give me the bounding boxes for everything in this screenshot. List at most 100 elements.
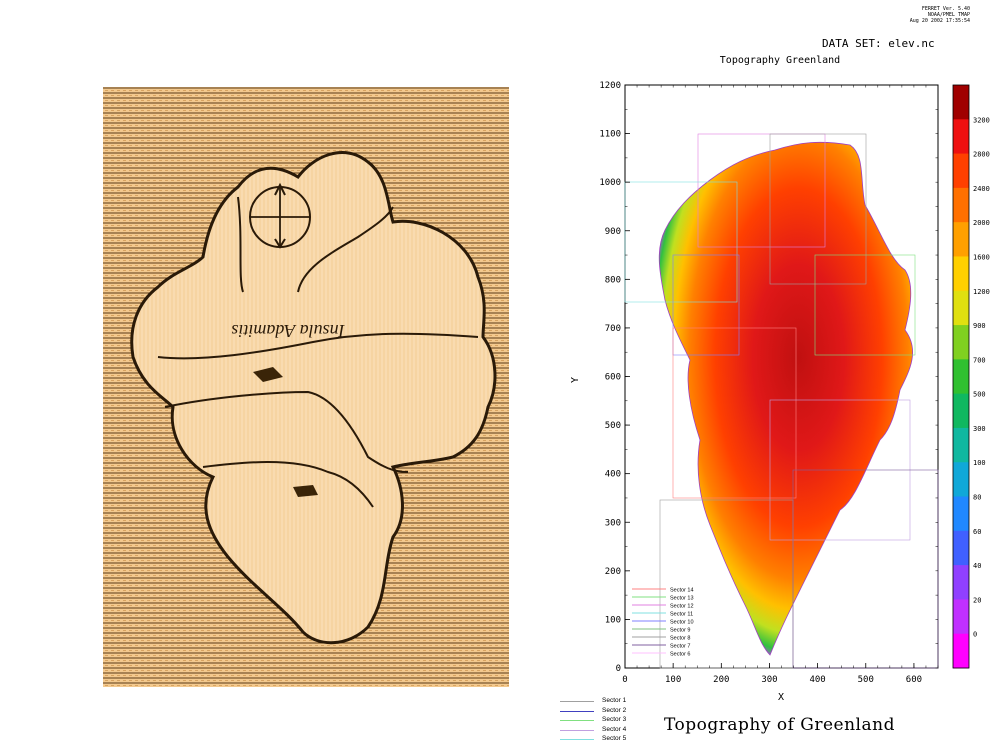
- x-tick-label: 0: [622, 675, 627, 685]
- compass-rose-icon: [249, 182, 311, 249]
- legend-label: Sector 2: [602, 706, 627, 714]
- legend-line: [560, 710, 594, 712]
- y-tick-label: 700: [605, 324, 621, 334]
- colorbar-swatch: [953, 599, 969, 635]
- x-axis: 0 100 200 300 400 500 600: [622, 85, 939, 685]
- legend-label: Sector 13: [670, 596, 694, 602]
- legend-label: Sector 11: [670, 612, 693, 618]
- colorbar: 0 20 40 60 80 100 300 500 700 900 1200 1600 2000 2400…: [952, 84, 990, 669]
- legend-label: Sector 10: [670, 620, 694, 626]
- y-tick-label: 400: [605, 470, 621, 480]
- y-axis-label: Y: [570, 377, 581, 383]
- x-tick-label: 400: [809, 675, 825, 685]
- colorbar-label: 2400: [973, 185, 990, 193]
- colorbar-label: 900: [973, 322, 986, 330]
- y-tick-label: 200: [605, 567, 621, 577]
- colorbar-label: 3200: [973, 116, 990, 124]
- sector-boxes: [624, 133, 939, 669]
- dataset-label: DATA SET: elev.nc: [822, 37, 935, 50]
- y-axis: 0 100 200 300 400 500 600 700 800 900 1000 1100 1200: [599, 81, 938, 674]
- colorbar-swatch: [953, 427, 969, 463]
- island-shape: [130, 151, 497, 645]
- colorbar-swatch: [953, 530, 969, 566]
- legend-row: Sector 4: [560, 725, 640, 735]
- colorbar-swatch: [953, 85, 969, 120]
- colorbar-swatch: [953, 290, 969, 326]
- mountain-hatch: [293, 485, 318, 497]
- y-tick-label: 1000: [599, 178, 621, 188]
- island-label: Insula Adamitis: [231, 321, 345, 341]
- colorbar-label: 0: [973, 631, 977, 639]
- legend-label: Sector 4: [602, 725, 627, 733]
- legend-row: Sector 1: [560, 696, 640, 706]
- y-tick-label: 100: [605, 615, 621, 625]
- legend-label: Sector 5: [602, 735, 627, 742]
- legend-label: Sector 9: [670, 628, 690, 634]
- sector-legend-plot: Sector 14 Sector 13 Sector 12 Sector 11 Sect…: [632, 588, 694, 658]
- legend-line: [560, 739, 594, 740]
- river-line: [202, 461, 374, 508]
- colorbar-swatch: [953, 359, 969, 395]
- legend-label: Sector 7: [670, 644, 690, 650]
- legend-row: Sector 5: [560, 734, 640, 744]
- legend-row: Sector 2: [560, 706, 640, 716]
- colorbar-label: 2800: [973, 151, 990, 159]
- y-tick-label: 0: [616, 664, 621, 674]
- legend-label: Sector 14: [670, 588, 694, 594]
- legend-label: Sector 12: [670, 604, 694, 610]
- colorbar-label: 1600: [973, 253, 990, 261]
- colorbar-swatch: [953, 187, 969, 223]
- y-tick-label: 1100: [599, 130, 621, 140]
- stamp-line: NOAA/PMEL TMAP: [927, 12, 970, 18]
- x-tick-label: 200: [713, 675, 729, 685]
- colorbar-label: 2000: [973, 219, 990, 227]
- colorbar-swatch: [953, 633, 969, 669]
- y-tick-label: 800: [605, 275, 621, 285]
- stamp-line: Aug 20 2002 17:35:54: [909, 18, 970, 24]
- y-tick-label: 300: [605, 518, 621, 528]
- legend-label: Sector 1: [602, 697, 627, 704]
- topography-plot: 0 100 200 300 400 500 600 01002003004005006007…: [570, 81, 990, 703]
- colorbar-label: 700: [973, 356, 986, 364]
- colorbar-label: 500: [973, 391, 986, 399]
- colorbar-label: 300: [973, 425, 986, 433]
- legend-label: Sector 6: [670, 652, 690, 658]
- colorbar-frame: [952, 84, 970, 669]
- legend-line: [560, 729, 594, 731]
- colorbar-swatch: [953, 565, 969, 600]
- legend-line: [560, 720, 594, 721]
- river-line: [164, 390, 409, 473]
- colorbar-swatch: [953, 325, 969, 360]
- river-line: [157, 332, 479, 360]
- colorbar-label: 1200: [973, 288, 990, 296]
- y-tick-label: 900: [605, 227, 621, 237]
- colorbar-label: 40: [973, 562, 981, 570]
- colorbar-label: 80: [973, 494, 981, 502]
- colorbar-swatch: [953, 222, 969, 257]
- colorbar-swatch: [953, 496, 969, 532]
- caption: Topography of Greenland: [664, 715, 895, 735]
- legend-row: Sector 3: [560, 715, 640, 725]
- x-tick-label: 500: [858, 675, 874, 685]
- sector-legend-bottom: Sector 1 Sector 2 Sector 3 Sector 4 Sector 5: [560, 696, 640, 744]
- greenland-landmass: [658, 141, 913, 656]
- plot-title: Topography Greenland: [719, 55, 841, 66]
- y-tick-label: 600: [605, 373, 621, 383]
- colorbar-swatch: [953, 153, 969, 189]
- x-tick-label: 600: [906, 675, 922, 685]
- colorbar-swatch: [953, 256, 969, 292]
- mountain-hatch: [253, 367, 283, 382]
- colorbar-swatch: [953, 393, 969, 429]
- y-tick-label: 500: [605, 421, 621, 431]
- x-axis-label: X: [778, 692, 784, 703]
- colorbar-swatch: [953, 462, 969, 498]
- colorbar-label: 100: [973, 459, 986, 467]
- colorbar-label: 20: [973, 596, 981, 604]
- x-tick-label: 100: [665, 675, 681, 685]
- legend-label: Sector 8: [670, 636, 690, 642]
- old-map-panel: Insula Adamitis: [103, 87, 509, 687]
- legend-label: Sector 3: [602, 716, 627, 723]
- colorbar-label: 60: [973, 528, 981, 536]
- y-tick-label: 1200: [599, 81, 621, 91]
- river-line: [297, 206, 394, 293]
